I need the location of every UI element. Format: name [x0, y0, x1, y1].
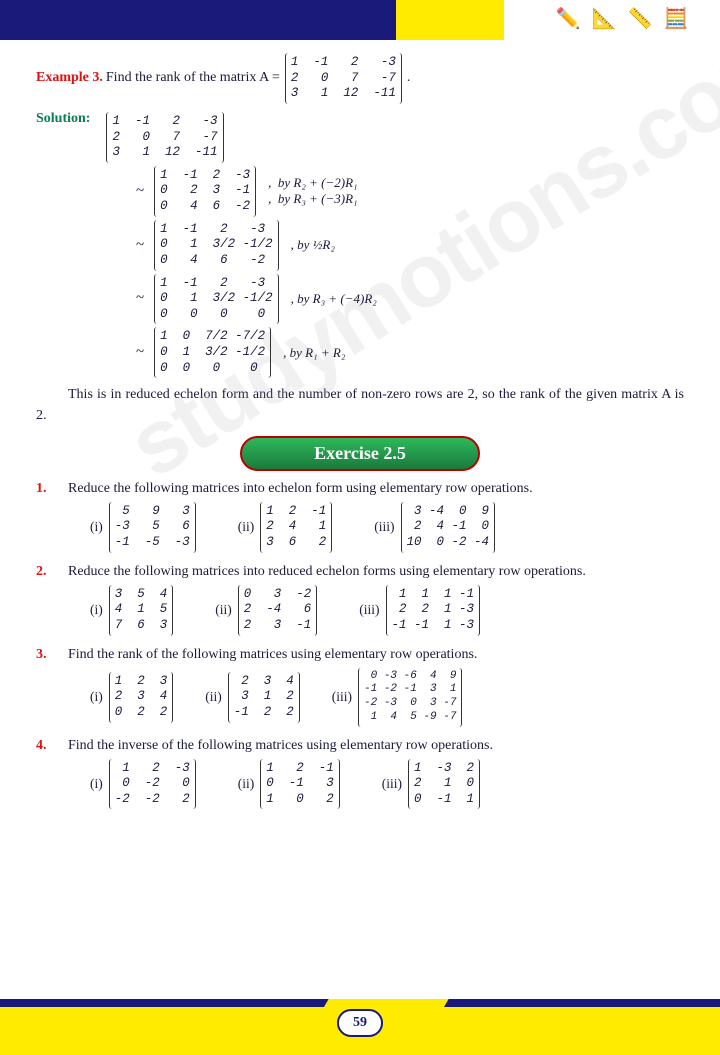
tilde-icon: ~ — [136, 183, 144, 200]
q2-ii-matrix: 0 3 -2 2 -4 6 2 3 -1 — [238, 585, 318, 636]
q4-iii: (iii) 1 -3 2 2 1 0 0 -1 1 — [382, 758, 482, 811]
matrix-A: 1 -1 2 -3 2 0 7 -7 3 1 12 -11 — [285, 53, 402, 104]
qnum-1: 1. — [36, 481, 68, 497]
q2-parts: (i) 3 5 4 4 1 5 7 6 3 (ii) 0 3 -2 2 -4 6 2… — [36, 584, 684, 637]
example-label: Example 3. — [36, 70, 103, 86]
q2-ii: (ii) 0 3 -2 2 -4 6 2 3 -1 — [215, 584, 319, 637]
qnum-3: 3. — [36, 647, 68, 663]
tilde-icon: ~ — [136, 344, 144, 361]
sol-step-4: ~ 1 0 7/2 -7/2 0 1 3/2 -1/2 0 0 0 0 , by… — [136, 326, 684, 379]
question-1: 1. Reduce the following matrices into ec… — [36, 481, 684, 497]
part-label: (ii) — [205, 689, 222, 705]
part-label: (iii) — [382, 776, 402, 792]
q1-iii: (iii) 3 -4 0 9 2 4 -1 0 10 0 -2 -4 — [374, 501, 497, 554]
sol-step-2: ~ 1 -1 2 -3 0 1 3/2 -1/2 0 4 6 -2 , by ½… — [136, 219, 684, 272]
q3-ii-matrix: 2 3 4 3 1 2 -1 2 2 — [228, 672, 300, 723]
q1-parts: (i) 5 9 3 -3 5 6 -1 -5 -3 (ii) 1 2 -1 2 4… — [36, 501, 684, 554]
part-label: (i) — [90, 689, 103, 705]
q3-i: (i) 1 2 3 2 3 4 0 2 2 — [90, 667, 175, 728]
compass-icon: 📐 — [590, 4, 618, 32]
tilde-icon: ~ — [136, 290, 144, 307]
sol-op-4: , by R₁ + R₂ — [283, 345, 345, 361]
part-label: (ii) — [238, 776, 255, 792]
sol-matrix-2: 1 -1 2 -3 0 1 3/2 -1/2 0 4 6 -2 — [154, 220, 279, 271]
sol-matrix-1: 1 -1 2 -3 0 2 3 -1 0 4 6 -2 — [154, 166, 256, 217]
sol-op-3: , by R₃ + (−4)R₂ — [291, 291, 377, 307]
q1-i: (i) 5 9 3 -3 5 6 -1 -5 -3 — [90, 501, 198, 554]
q4-ii: (ii) 1 2 -1 0 -1 3 1 0 2 — [238, 758, 342, 811]
example-prompt: Find the rank of the matrix A = — [106, 70, 280, 86]
sol-op-2: , by ½R₂ — [291, 237, 335, 253]
part-label: (iii) — [359, 602, 379, 618]
part-label: (i) — [90, 519, 103, 535]
exercise-heading: Exercise 2.5 — [240, 436, 480, 471]
qtext-2: Reduce the following matrices into reduc… — [68, 564, 684, 580]
q1-i-matrix: 5 9 3 -3 5 6 -1 -5 -3 — [109, 502, 196, 553]
example-3: Example 3. Find the rank of the matrix A… — [36, 52, 684, 105]
solution-conclusion: This is in reduced echelon form and the … — [36, 385, 684, 426]
q4-iii-matrix: 1 -3 2 2 1 0 0 -1 1 — [408, 759, 480, 810]
solution-block: Solution: 1 -1 2 -3 2 0 7 -7 3 1 12 -11 … — [36, 111, 684, 379]
q4-i: (i) 1 2 -3 0 -2 0 -2 -2 2 — [90, 758, 198, 811]
sol-matrix-3: 1 -1 2 -3 0 1 3/2 -1/2 0 0 0 0 — [154, 274, 279, 325]
q4-i-matrix: 1 2 -3 0 -2 0 -2 -2 2 — [109, 759, 196, 810]
sol-step-0: 1 -1 2 -3 2 0 7 -7 3 1 12 -11 — [106, 112, 223, 163]
question-3: 3. Find the rank of the following matric… — [36, 647, 684, 663]
q2-i: (i) 3 5 4 4 1 5 7 6 3 — [90, 584, 175, 637]
q2-iii-matrix: 1 1 1 -1 2 2 1 -3 -1 -1 1 -3 — [386, 585, 481, 636]
part-label: (iii) — [374, 519, 394, 535]
q1-ii: (ii) 1 2 -1 2 4 1 3 6 2 — [238, 501, 335, 554]
sol-step-3: ~ 1 -1 2 -3 0 1 3/2 -1/2 0 0 0 0 , by R₃… — [136, 273, 684, 326]
q3-parts: (i) 1 2 3 2 3 4 0 2 2 (ii) 2 3 4 3 1 2 -1… — [36, 667, 684, 728]
qnum-2: 2. — [36, 564, 68, 580]
q3-iii-matrix: 0 -3 -6 4 9 -1 -2 -1 3 1 -2 -3 0 3 -7 1 … — [358, 668, 462, 727]
period: . — [407, 70, 411, 86]
sol-op-1: , by R₂ + (−2)R₁ , by R₃ + (−3)R₁ — [268, 175, 357, 207]
sol-matrix-4: 1 0 7/2 -7/2 0 1 3/2 -1/2 0 0 0 0 — [154, 327, 271, 378]
q2-iii: (iii) 1 1 1 -1 2 2 1 -3 -1 -1 1 -3 — [359, 584, 482, 637]
part-label: (iii) — [332, 689, 352, 705]
q1-iii-matrix: 3 -4 0 9 2 4 -1 0 10 0 -2 -4 — [401, 502, 496, 553]
part-label: (ii) — [238, 519, 255, 535]
page-number: 59 — [337, 1009, 383, 1037]
calculator-icon: 🧮 — [662, 4, 690, 32]
pencil-icon: ✏️ — [554, 4, 582, 32]
question-2: 2. Reduce the following matrices into re… — [36, 564, 684, 580]
page-content: studymotions.com Example 3. Find the ran… — [0, 40, 720, 810]
qnum-4: 4. — [36, 738, 68, 754]
q3-ii: (ii) 2 3 4 3 1 2 -1 2 2 — [205, 667, 302, 728]
qtext-1: Reduce the following matrices into echel… — [68, 481, 684, 497]
tool-icons-group: ✏️ 📐 📏 🧮 — [554, 4, 690, 32]
q2-i-matrix: 3 5 4 4 1 5 7 6 3 — [109, 585, 174, 636]
q3-iii: (iii) 0 -3 -6 4 9 -1 -2 -1 3 1 -2 -3 0 3… — [332, 667, 465, 728]
sol-step-1: ~ 1 -1 2 -3 0 2 3 -1 0 4 6 -2 , by R₂ + … — [136, 165, 684, 218]
q4-parts: (i) 1 2 -3 0 -2 0 -2 -2 2 (ii) 1 2 -1 0 -… — [36, 758, 684, 811]
top-banner: ✏️ 📐 📏 🧮 — [0, 0, 720, 40]
solution-label: Solution: — [36, 111, 90, 127]
q1-ii-matrix: 1 2 -1 2 4 1 3 6 2 — [260, 502, 332, 553]
part-label: (i) — [90, 602, 103, 618]
ruler-icon: 📏 — [626, 4, 654, 32]
question-4: 4. Find the inverse of the following mat… — [36, 738, 684, 754]
part-label: (i) — [90, 776, 103, 792]
q3-i-matrix: 1 2 3 2 3 4 0 2 2 — [109, 672, 174, 723]
qtext-3: Find the rank of the following matrices … — [68, 647, 684, 663]
q4-ii-matrix: 1 2 -1 0 -1 3 1 0 2 — [260, 759, 340, 810]
qtext-4: Find the inverse of the following matric… — [68, 738, 684, 754]
part-label: (ii) — [215, 602, 232, 618]
tilde-icon: ~ — [136, 237, 144, 254]
